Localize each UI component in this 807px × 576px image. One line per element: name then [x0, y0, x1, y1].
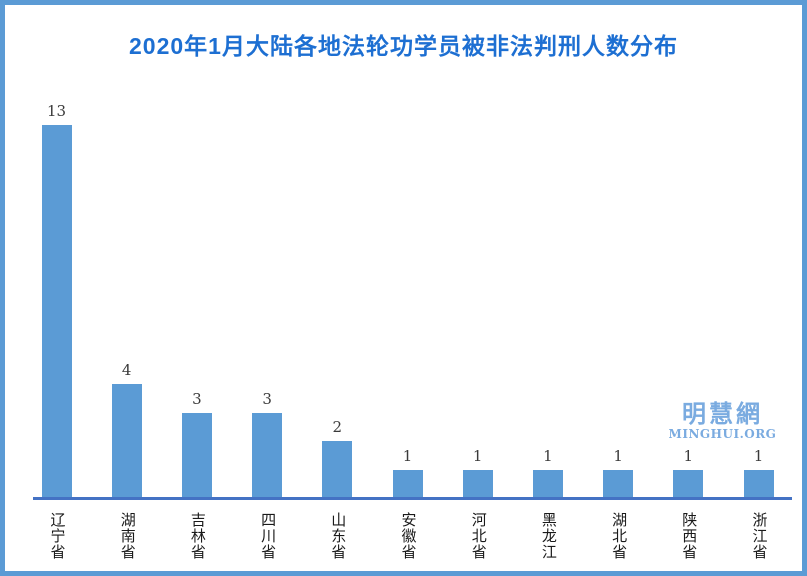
x-axis-label: 山东省 — [329, 512, 348, 560]
bar-value-label: 1 — [753, 447, 764, 466]
bar — [111, 383, 142, 499]
x-axis-label: 四川省 — [259, 512, 278, 560]
bar — [462, 470, 493, 499]
bar — [743, 470, 774, 499]
bar-value-label: 1 — [613, 447, 623, 466]
x-axis-label: 陕西省 — [680, 512, 699, 560]
bar — [532, 470, 563, 499]
bar — [603, 470, 634, 499]
bar-value-label: 1 — [683, 447, 694, 466]
bar-value-label: 3 — [192, 389, 202, 408]
x-axis-label: 浙江省 — [750, 512, 769, 560]
bar — [673, 470, 704, 499]
chart-title: 2020年1月大陆各地法轮功学员被非法判刑人数分布 — [129, 33, 678, 59]
x-axis-label: 湖北省 — [610, 512, 629, 560]
bar-value-label: 1 — [543, 447, 553, 466]
bar-value-label: 3 — [262, 389, 272, 408]
bar-value-label: 1 — [472, 447, 483, 466]
watermark-minghui-latin: MINGHUI.ORG — [668, 427, 777, 442]
x-axis-label: 湖南省 — [118, 512, 137, 560]
x-axis-label: 吉林省 — [188, 512, 207, 560]
bar-value-label: 13 — [46, 101, 67, 120]
x-axis-label: 黑龙江 — [539, 512, 558, 560]
bar — [322, 441, 353, 499]
watermark: 明慧網 MINGHUI.ORG — [660, 401, 785, 441]
bar-value-label: 4 — [121, 360, 132, 379]
x-axis-line — [33, 497, 792, 500]
bar — [41, 124, 72, 499]
watermark-minghui-cjk: 明慧網 — [682, 399, 763, 428]
x-axis-label: 河北省 — [469, 512, 488, 560]
x-axis-label: 安徽省 — [399, 512, 418, 560]
bar-value-label: 1 — [402, 447, 413, 466]
bar — [392, 470, 423, 499]
bar — [181, 412, 212, 499]
bar-value-label: 2 — [332, 418, 343, 437]
bar — [252, 412, 283, 499]
x-axis-label: 辽宁省 — [48, 512, 67, 560]
